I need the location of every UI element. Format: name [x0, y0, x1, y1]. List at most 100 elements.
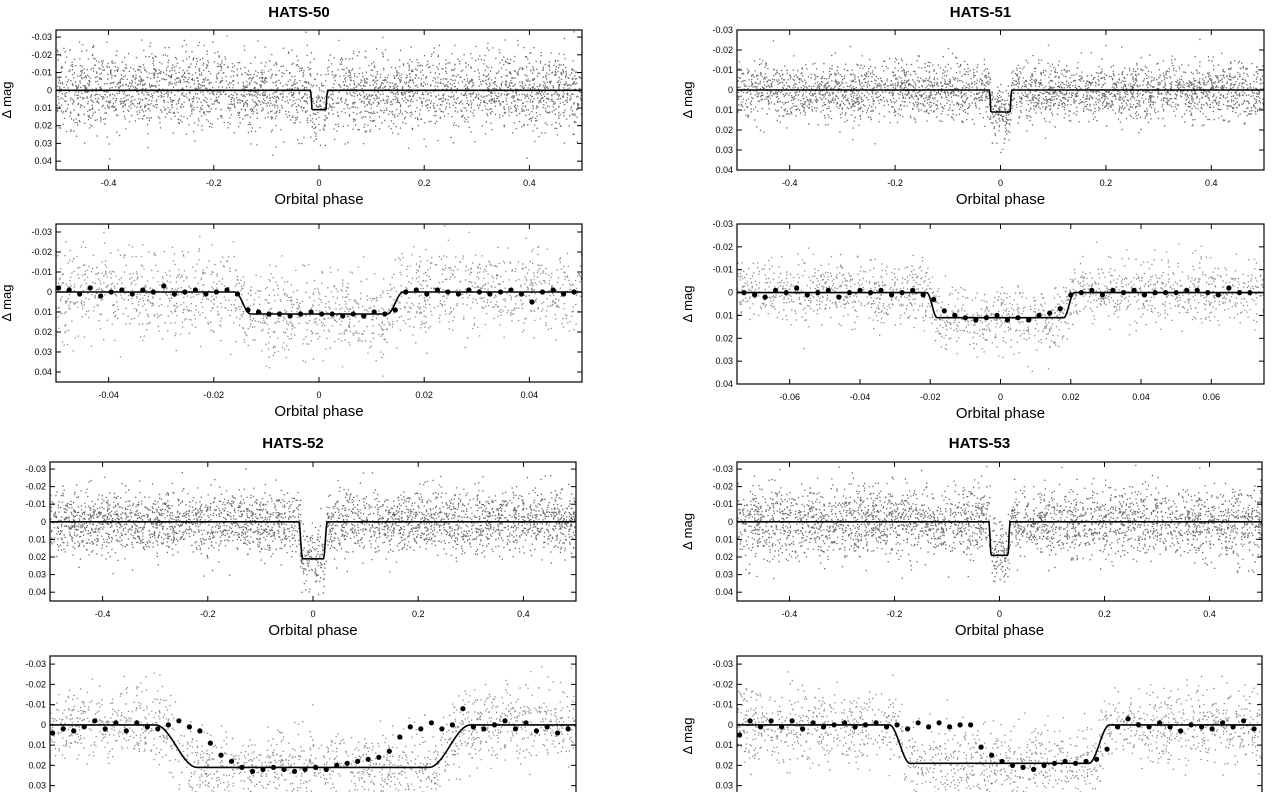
plot-frame	[49, 461, 577, 602]
plot-frame	[736, 655, 1263, 792]
y-tick-label: -0.02	[25, 679, 46, 689]
binned-point	[920, 292, 926, 298]
binned-point	[449, 722, 455, 728]
binned-point	[255, 309, 262, 315]
binned-point	[983, 315, 990, 321]
binned-point	[1041, 762, 1047, 769]
panel-title: HATS-50	[268, 4, 329, 21]
transit-model-line	[50, 521, 576, 560]
binned-point	[555, 730, 561, 736]
binned-point	[863, 722, 869, 728]
binned-point	[176, 718, 182, 724]
binned-point	[1209, 726, 1215, 732]
binned-point	[1205, 290, 1211, 296]
x-tick-label: 0.02	[1062, 392, 1080, 402]
photometry-scatter	[50, 468, 576, 596]
binned-point	[810, 720, 816, 726]
y-tick-label: 0	[47, 287, 52, 297]
x-tick-label: 0	[316, 390, 321, 400]
binned-point	[1173, 290, 1179, 296]
binned-point	[439, 726, 445, 732]
x-tick-label: 0.06	[1203, 392, 1221, 402]
y-tick-label: 0.01	[28, 740, 46, 750]
binned-point	[747, 718, 753, 724]
binned-point	[481, 726, 487, 732]
y-tick-label: 0	[728, 517, 733, 527]
binned-point	[846, 290, 853, 296]
binned-point	[1026, 317, 1032, 323]
binned-point	[857, 287, 863, 293]
binned-point	[334, 762, 340, 769]
transit-model-line	[737, 89, 1264, 113]
x-tick-label: -0.02	[204, 390, 225, 400]
binned-point	[899, 290, 905, 296]
binned-points	[741, 285, 1253, 323]
binned-point	[234, 291, 241, 297]
x-tick-label: -0.4	[782, 178, 798, 188]
binned-point	[1184, 287, 1190, 293]
panel-title: HATS-53	[949, 435, 1010, 452]
x-tick-label: -0.04	[98, 390, 119, 400]
binned-point	[565, 726, 571, 732]
y-tick-label: 0.03	[34, 347, 52, 357]
photometry-scatter	[737, 38, 1264, 154]
x-axis-label: Orbital phase	[274, 191, 363, 208]
binned-point	[365, 756, 371, 762]
photometry-points	[737, 671, 1262, 792]
binned-point	[466, 287, 472, 293]
photometry-points	[50, 666, 576, 792]
y-tick-label: -0.03	[712, 25, 733, 35]
y-axis-label: Δ mag	[680, 82, 695, 119]
y-tick-label: -0.01	[31, 68, 52, 78]
binned-point	[382, 311, 388, 317]
y-tick-label: 0.04	[34, 367, 52, 377]
binned-point	[962, 315, 969, 321]
x-tick-label: -0.2	[206, 178, 222, 188]
y-tick-label: -0.03	[712, 464, 733, 474]
y-tick-label: -0.01	[25, 700, 46, 710]
y-tick-label: 0.01	[715, 105, 733, 115]
y-tick-label: -0.02	[712, 482, 733, 492]
binned-point	[789, 718, 795, 724]
binned-point	[1078, 290, 1084, 296]
binned-point	[266, 311, 272, 317]
panel-title: HATS-51	[950, 4, 1011, 21]
plot-frame	[736, 223, 1265, 385]
photometry-scatter	[56, 225, 582, 377]
binned-point	[460, 706, 466, 712]
binned-point	[529, 299, 535, 305]
y-tick-label: 0.03	[715, 781, 733, 791]
binned-point	[1068, 292, 1074, 298]
binned-point	[140, 287, 146, 293]
binned-point	[836, 294, 842, 300]
light-curve-panel: -0.03 -0.02 -0.01 0 0.01 0.02 0.03 Δ mag	[680, 655, 1263, 792]
binned-point	[182, 289, 188, 295]
binned-point	[926, 724, 932, 730]
light-curve-panel: -0.03 -0.02 -0.01 0 0.01 0.02 0.03 0.04 -0.04 -0.…	[0, 223, 583, 420]
y-tick-label: -0.03	[712, 659, 733, 669]
y-tick-label: -0.03	[31, 227, 52, 237]
binned-point	[249, 768, 256, 775]
photometry-points	[737, 464, 1262, 583]
binned-point	[1110, 287, 1116, 293]
x-tick-label: 0.4	[1203, 609, 1216, 619]
binned-point	[884, 724, 890, 730]
binned-point	[470, 724, 476, 730]
binned-point	[1157, 720, 1163, 726]
binned-point	[1163, 290, 1169, 296]
y-tick-label: -0.02	[25, 482, 46, 492]
binned-point	[119, 287, 125, 293]
binned-point	[1226, 285, 1232, 291]
binned-point	[144, 724, 150, 730]
binned-point	[98, 293, 104, 299]
binned-point	[1083, 758, 1089, 764]
x-tick-label: 0.4	[517, 609, 530, 619]
y-tick-label: 0.03	[715, 145, 733, 155]
binned-point	[523, 720, 529, 726]
binned-point	[878, 287, 884, 293]
binned-point	[207, 740, 213, 746]
binned-point	[1052, 760, 1058, 766]
photometry-points	[737, 38, 1264, 154]
binned-point	[894, 722, 900, 728]
binned-point	[931, 296, 937, 302]
